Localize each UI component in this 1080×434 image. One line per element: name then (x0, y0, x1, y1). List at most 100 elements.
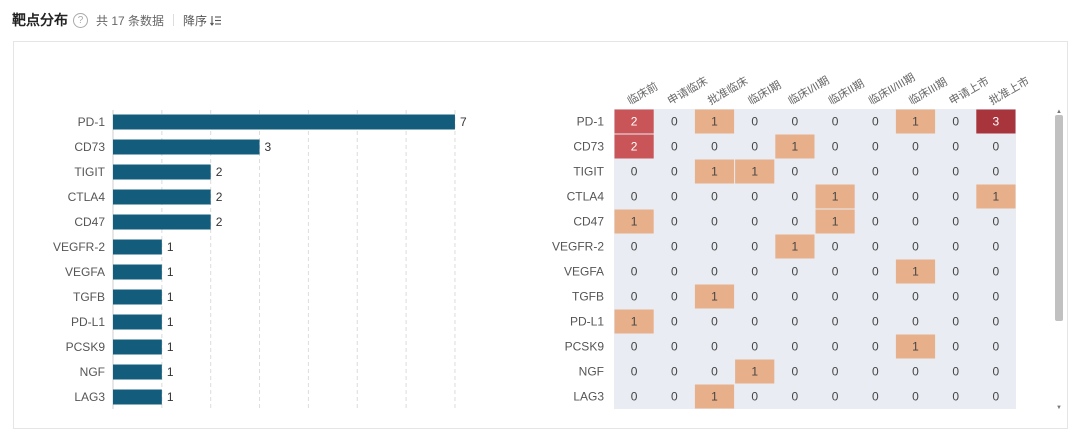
heatmap-column-label: 临床I期 (745, 77, 783, 107)
heatmap-cell-value: 0 (952, 215, 959, 229)
heatmap-cell-value: 0 (631, 165, 638, 179)
heatmap-cell-value: 0 (993, 240, 1000, 254)
heatmap-cell-value: 0 (751, 265, 758, 279)
heatmap-cell-value: 0 (872, 340, 879, 354)
heatmap-cell-value: 0 (872, 290, 879, 304)
heatmap-cell-value: 1 (631, 215, 638, 229)
heatmap-cell-value: 0 (711, 340, 718, 354)
heatmap-cell-value: 0 (671, 290, 678, 304)
heatmap-cell-value: 0 (872, 390, 879, 404)
heatmap-cell-value: 0 (792, 340, 799, 354)
heatmap-cell-value: 1 (912, 115, 919, 129)
bar[interactable] (113, 364, 162, 380)
heatmap-cell-value: 0 (872, 190, 879, 204)
heatmap-cell[interactable] (735, 359, 775, 384)
bar-category-label: CD47 (74, 215, 105, 229)
question-circle-icon[interactable]: ? (73, 12, 88, 28)
heatmap-cell[interactable] (614, 209, 654, 234)
heatmap-cell-value: 0 (993, 390, 1000, 404)
heatmap-cell-value: 1 (711, 290, 718, 304)
heatmap-column-label: 临床前 (625, 79, 661, 108)
scroll-down-arrow-icon[interactable]: ▼ (1056, 405, 1062, 411)
bar[interactable] (113, 139, 260, 155)
bar[interactable] (113, 114, 455, 130)
heatmap-cell[interactable] (735, 159, 775, 184)
heatmap-cell-value: 0 (671, 190, 678, 204)
heatmap-cell-value: 0 (912, 290, 919, 304)
heatmap-cell-value: 0 (711, 240, 718, 254)
heatmap-cell-value: 0 (952, 265, 959, 279)
bar-value-label: 1 (167, 240, 174, 254)
bar[interactable] (113, 339, 162, 355)
heatmap-cell[interactable] (614, 134, 654, 159)
heatmap-cell-value: 0 (993, 340, 1000, 354)
heatmap-row-label: PCSK9 (565, 340, 605, 354)
heatmap-cell-value: 0 (792, 215, 799, 229)
heatmap-cell[interactable] (614, 309, 654, 334)
heatmap-column-label: 临床I/II期 (785, 73, 831, 108)
heatmap-cell-value: 0 (872, 315, 879, 329)
heatmap-cell[interactable] (614, 109, 654, 134)
heatmap-cell-value: 0 (912, 140, 919, 154)
heatmap-cell-value: 1 (912, 265, 919, 279)
heatmap-row-label: PD-1 (577, 115, 605, 129)
bar-category-label: TIGIT (74, 165, 105, 179)
heatmap-cell[interactable] (895, 109, 936, 134)
bar[interactable] (113, 239, 162, 255)
heatmap-cell[interactable] (895, 334, 936, 359)
heatmap-cell-value: 2 (631, 140, 638, 154)
heatmap-cell-value: 0 (631, 190, 638, 204)
heatmap-cell-value: 0 (993, 215, 1000, 229)
heatmap-cell-value: 0 (872, 365, 879, 379)
heatmap-cell-value: 0 (631, 390, 638, 404)
bar-category-label: LAG3 (74, 390, 105, 404)
heatmap-cell-value: 0 (872, 265, 879, 279)
heatmap-cell-value: 0 (832, 265, 839, 279)
bar[interactable] (113, 389, 162, 405)
scroll-up-arrow-icon[interactable]: ▲ (1056, 109, 1062, 115)
bar[interactable] (113, 289, 162, 305)
heatmap-cell[interactable] (694, 159, 735, 184)
heatmap-row-label: CD47 (573, 215, 604, 229)
bar-value-label: 1 (167, 365, 174, 379)
heatmap-cell[interactable] (694, 109, 735, 134)
heatmap-cell-value: 1 (832, 190, 839, 204)
scrollbar-thumb[interactable] (1055, 115, 1063, 321)
bar[interactable] (113, 164, 211, 180)
bar-category-label: NGF (80, 365, 105, 379)
heatmap-cell[interactable] (895, 259, 936, 284)
heatmap-cell[interactable] (775, 234, 815, 259)
heatmap-cell[interactable] (976, 109, 1016, 134)
bar-value-label: 1 (167, 340, 174, 354)
bar[interactable] (113, 214, 211, 230)
heatmap-cell-value: 0 (832, 140, 839, 154)
heatmap-row-label: TGFB (572, 290, 604, 304)
heatmap-cell-value: 0 (952, 365, 959, 379)
heatmap-column-label: 申请上市 (946, 73, 991, 107)
heatmap-cell-value: 0 (872, 140, 879, 154)
heatmap-cell-value: 0 (952, 340, 959, 354)
heatmap-cell[interactable] (775, 134, 815, 159)
heatmap-scrollbar[interactable]: ▲ ▼ (1054, 109, 1064, 411)
bar[interactable] (113, 189, 211, 205)
heatmap-cell-value: 0 (631, 240, 638, 254)
heatmap-cell-value: 0 (751, 215, 758, 229)
heatmap-cell-value: 0 (711, 315, 718, 329)
heatmap-cell-value: 1 (993, 190, 1000, 204)
heatmap-cell[interactable] (815, 184, 855, 209)
heatmap-cell[interactable] (694, 284, 735, 309)
bar-value-label: 1 (167, 265, 174, 279)
bar-category-label: VEGFA (65, 265, 105, 279)
heatmap-cell[interactable] (694, 384, 735, 409)
bar[interactable] (113, 314, 162, 330)
heatmap-cell-value: 0 (792, 365, 799, 379)
heatmap-cell[interactable] (815, 209, 855, 234)
heatmap-row-label: CD73 (573, 140, 604, 154)
sort-toggle-button[interactable]: 降序 (183, 12, 222, 29)
heatmap-cell-value: 1 (751, 365, 758, 379)
heatmap-cell-value: 0 (711, 265, 718, 279)
heatmap-cell[interactable] (976, 184, 1016, 209)
heatmap-cell-value: 0 (671, 390, 678, 404)
bar[interactable] (113, 264, 162, 280)
heatmap-cell-value: 0 (952, 240, 959, 254)
